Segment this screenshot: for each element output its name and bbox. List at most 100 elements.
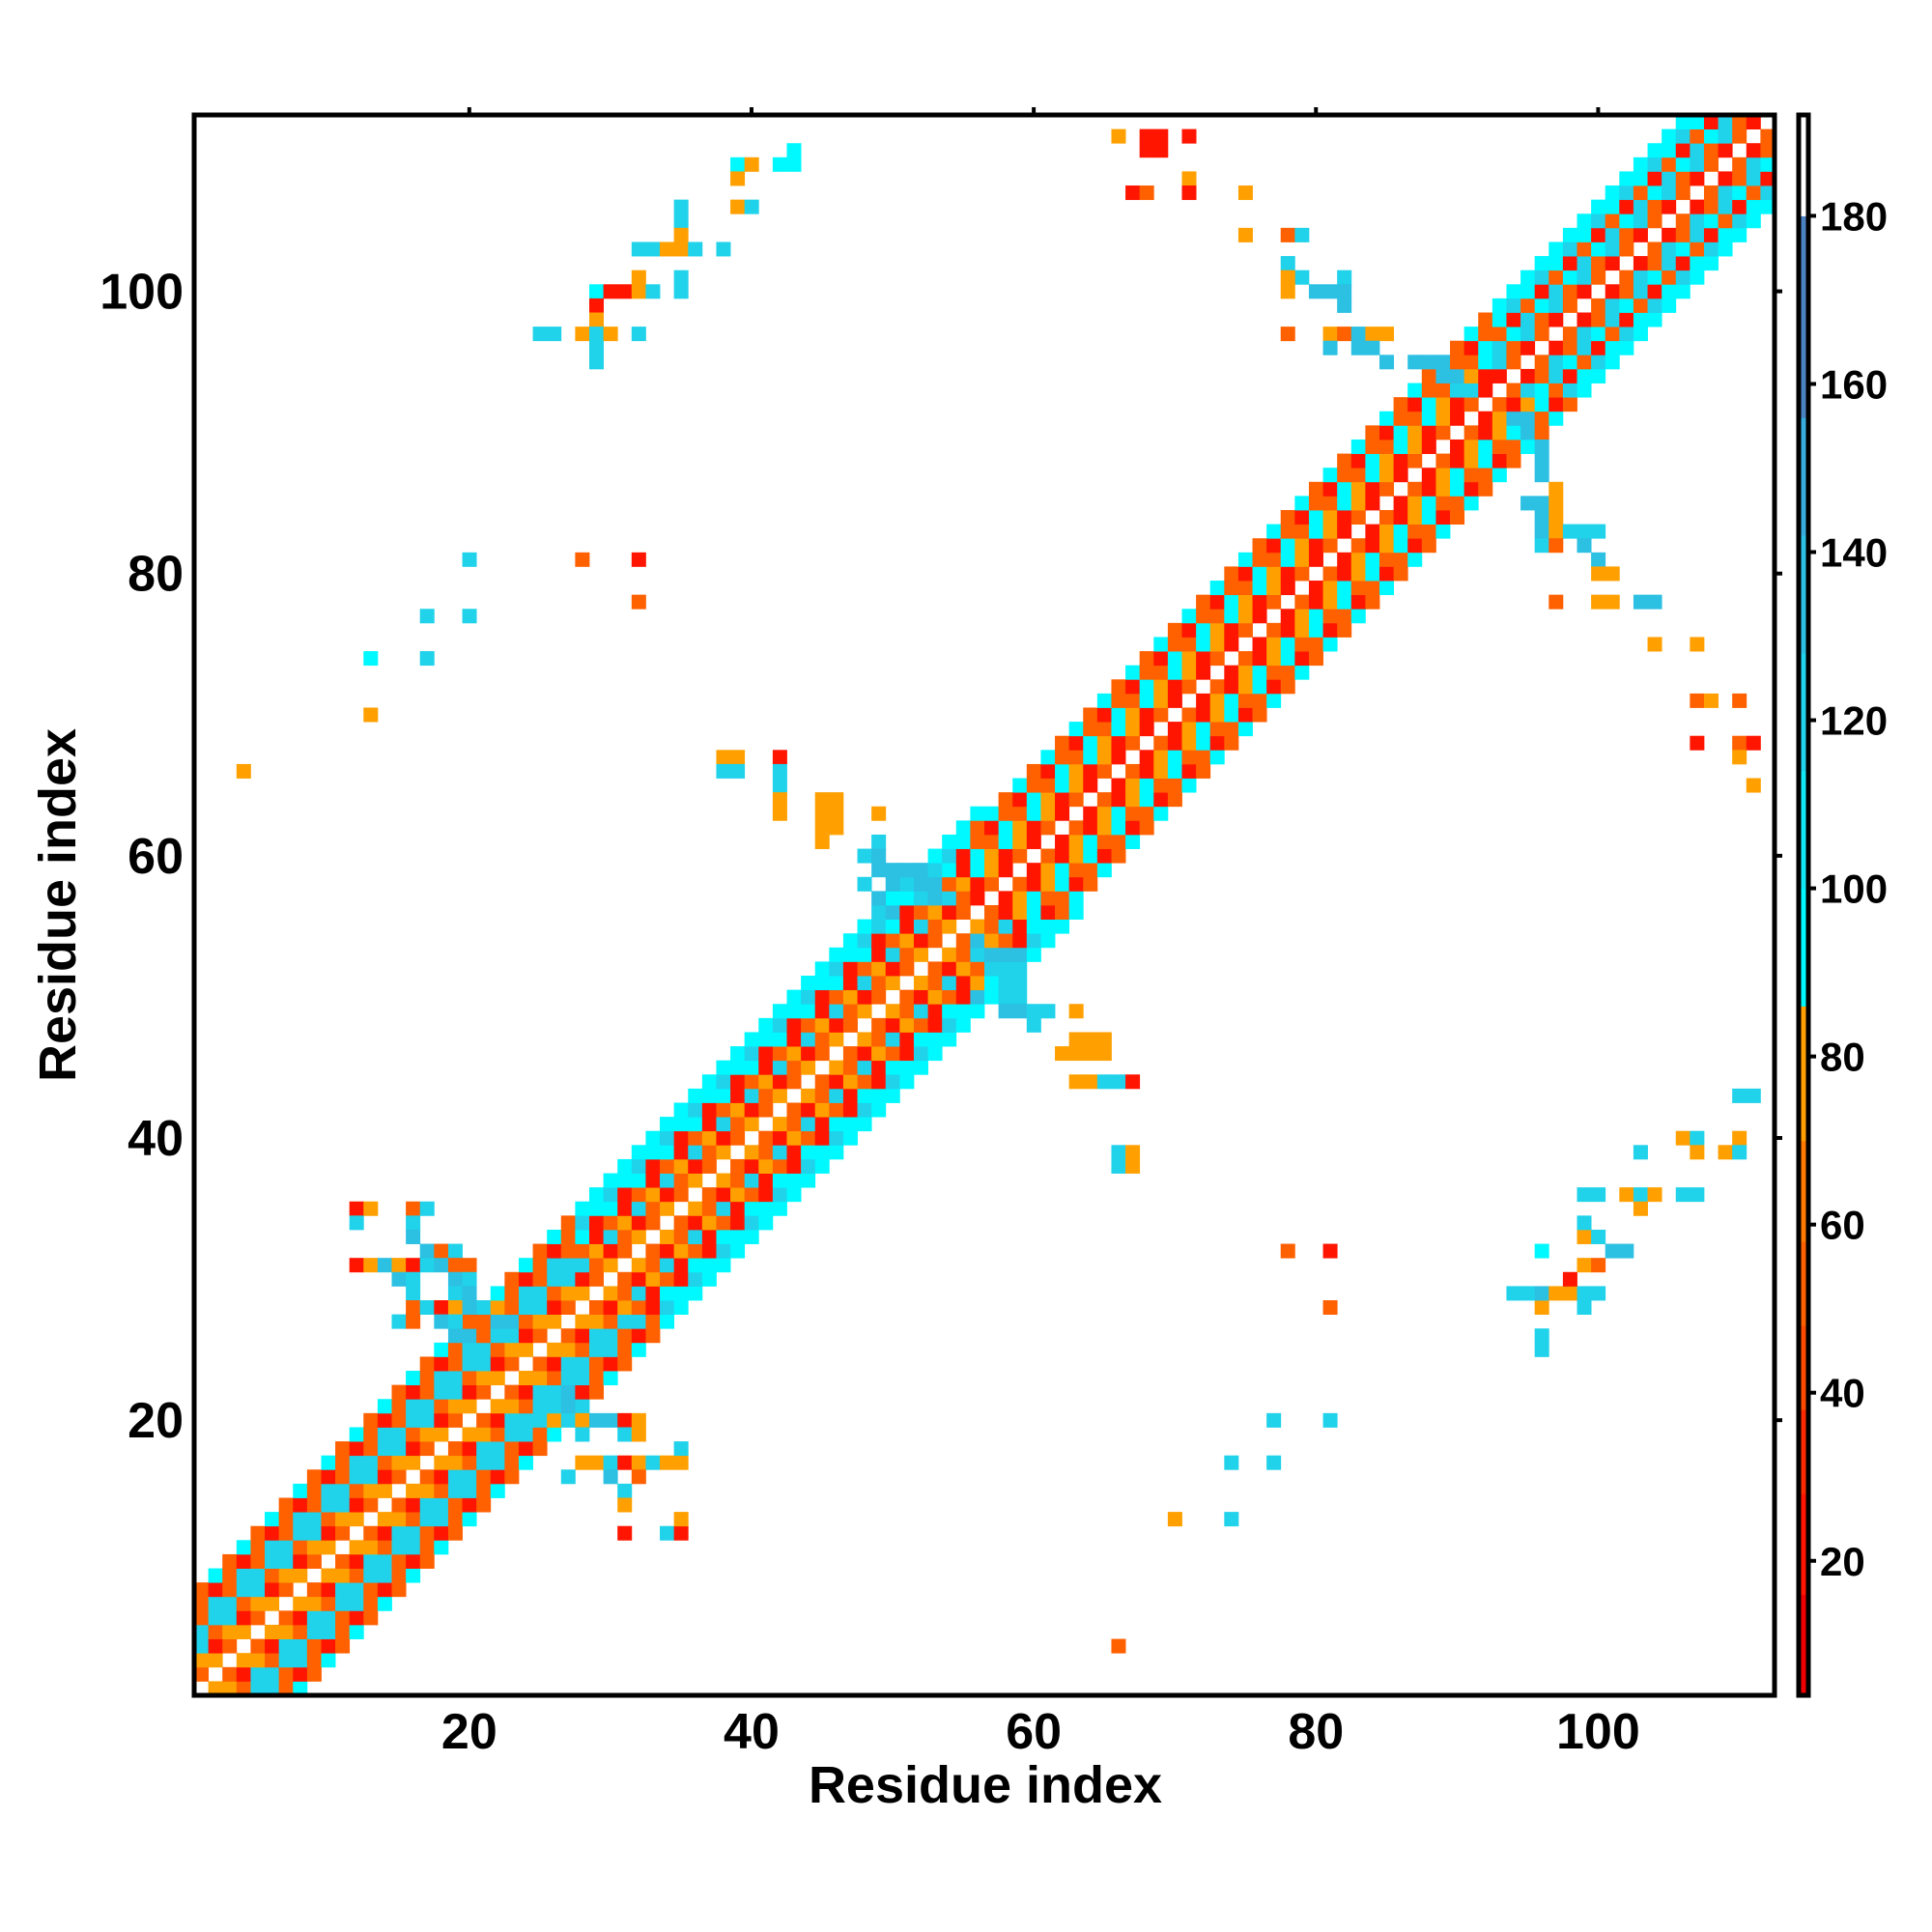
heatmap-cell <box>278 1568 294 1583</box>
heatmap-cell <box>631 1286 646 1301</box>
heatmap-cell <box>1012 806 1028 821</box>
colorbar-tick-label: 60 <box>1820 1203 1865 1248</box>
heatmap-cell <box>236 1653 251 1668</box>
heatmap-cell <box>1350 538 1366 554</box>
heatmap-cell <box>1308 609 1323 624</box>
heatmap-cell <box>406 1229 421 1244</box>
heatmap-cell <box>1562 1271 1577 1287</box>
heatmap-cell <box>306 1653 322 1668</box>
heatmap-cell <box>842 961 858 977</box>
y-axis-label: Residue index <box>29 728 87 1082</box>
heatmap-cell <box>1463 355 1479 370</box>
heatmap-cell <box>814 961 830 977</box>
heatmap-cell <box>1393 397 1408 412</box>
heatmap-cell <box>476 1483 492 1498</box>
heatmap-cell <box>434 1497 449 1513</box>
heatmap-cell <box>1280 510 1295 526</box>
heatmap-cell <box>744 1074 759 1090</box>
heatmap-cell <box>1478 327 1493 342</box>
heatmap-cell <box>1393 566 1408 582</box>
heatmap-cell <box>1280 1243 1295 1259</box>
heatmap-cell <box>1139 763 1154 779</box>
heatmap-cell <box>349 1512 364 1527</box>
heatmap-cell <box>208 1624 223 1639</box>
heatmap-cell <box>1125 806 1141 821</box>
heatmap-cell <box>1294 637 1310 652</box>
heatmap-cell <box>885 1046 900 1062</box>
heatmap-cell <box>814 834 830 849</box>
heatmap-cell <box>419 1512 435 1527</box>
heatmap-cell <box>1350 510 1366 526</box>
heatmap-cell <box>1760 143 1776 158</box>
heatmap-cell <box>406 1553 421 1569</box>
heatmap-cell <box>1012 848 1028 864</box>
heatmap-cell <box>814 1158 830 1174</box>
heatmap-cell <box>617 1229 633 1244</box>
heatmap-cell <box>1562 242 1577 257</box>
heatmap-cell <box>730 1074 746 1090</box>
heatmap-cell <box>391 1540 407 1555</box>
heatmap-cell <box>701 1243 717 1259</box>
heatmap-cell <box>476 1384 492 1400</box>
heatmap-cell <box>532 327 548 342</box>
heatmap-cell <box>1421 481 1436 497</box>
heatmap-cell <box>942 891 957 906</box>
heatmap-cell <box>772 1046 787 1062</box>
heatmap-cell <box>885 947 900 962</box>
heatmap-cell <box>1718 213 1733 229</box>
heatmap-cell <box>1690 143 1705 158</box>
heatmap-cell <box>730 1201 746 1216</box>
heatmap-cell <box>1478 439 1493 454</box>
heatmap-cell <box>688 1173 703 1188</box>
heatmap-cell <box>1647 637 1662 652</box>
heatmap-cell <box>701 1145 717 1160</box>
heatmap-cell <box>1760 171 1776 186</box>
heatmap-cell <box>673 1525 689 1541</box>
heatmap-cell <box>306 1497 322 1513</box>
heatmap-cell <box>265 1666 280 1682</box>
heatmap-cell <box>1237 665 1253 680</box>
heatmap-cell <box>335 1553 351 1569</box>
heatmap-cell <box>814 1074 830 1090</box>
heatmap-cell <box>377 1427 392 1442</box>
heatmap-cell <box>293 1610 308 1626</box>
heatmap-cell <box>1365 425 1380 440</box>
heatmap-cell <box>673 1145 689 1160</box>
heatmap-cell <box>1209 622 1225 638</box>
heatmap-cell <box>1181 679 1197 695</box>
heatmap-cell <box>673 1441 689 1457</box>
heatmap-cell <box>236 1666 251 1682</box>
heatmap-cell <box>1083 1046 1098 1062</box>
heatmap-cell <box>1280 552 1295 567</box>
heatmap-cell <box>1463 368 1479 384</box>
heatmap-cell <box>871 1032 887 1047</box>
heatmap-cell <box>1350 453 1366 469</box>
heatmap-cell <box>617 1356 633 1372</box>
heatmap-cell <box>1492 411 1507 426</box>
colorbar-segment <box>1799 770 1808 890</box>
heatmap-cell <box>1591 256 1606 271</box>
heatmap-cell <box>829 989 844 1005</box>
heatmap-cell <box>419 1201 435 1216</box>
heatmap-cell <box>1619 213 1634 229</box>
heatmap-cell <box>1252 609 1267 624</box>
heatmap-cell <box>1096 834 1112 849</box>
heatmap-cell <box>1125 735 1141 751</box>
heatmap-cell <box>1450 453 1465 469</box>
heatmap-cell <box>575 1371 590 1386</box>
heatmap-cell <box>377 1412 392 1428</box>
heatmap-cell <box>660 1173 675 1188</box>
heatmap-cell <box>673 1271 689 1287</box>
heatmap-cell <box>970 891 985 906</box>
heatmap-cell <box>603 1201 618 1216</box>
heatmap-cell <box>1181 735 1197 751</box>
heatmap-cell <box>899 876 915 892</box>
heatmap-cell <box>758 1145 774 1160</box>
heatmap-cell <box>617 1187 633 1203</box>
heatmap-cell <box>970 806 985 821</box>
heatmap-cell <box>730 1187 746 1203</box>
heatmap-cell <box>363 1610 379 1626</box>
heatmap-cell <box>1675 171 1690 186</box>
heatmap-cell <box>730 1088 746 1103</box>
heatmap-cell <box>265 1568 280 1583</box>
